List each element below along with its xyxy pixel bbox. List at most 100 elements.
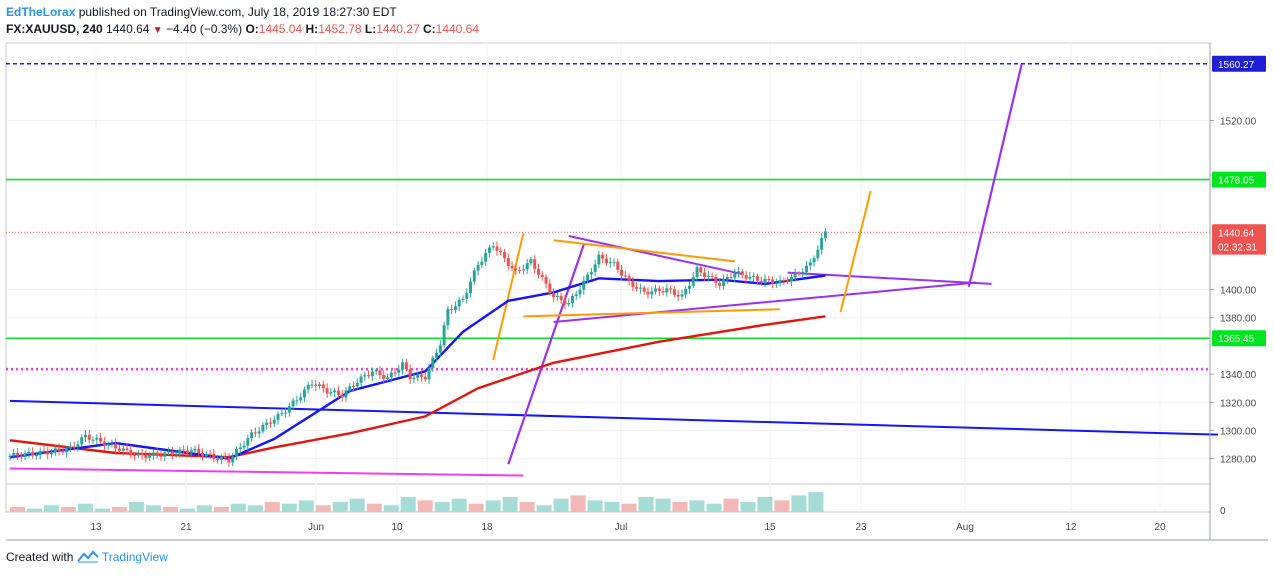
volume-bar	[179, 508, 195, 512]
candle-body	[582, 280, 586, 290]
ohlc-header: FX:XAUUSD, 240 1440.64 ▼ −4.40 (−0.3%) O…	[6, 22, 479, 38]
price-label-text: 1365.45	[1218, 334, 1255, 345]
publish-header: EdTheLorax published on TradingView.com,…	[6, 5, 397, 20]
candle-body	[801, 272, 805, 274]
volume-bar	[774, 500, 790, 512]
created-with-text: Created with	[6, 550, 74, 565]
candle-body	[238, 447, 242, 450]
candle-body	[435, 352, 439, 358]
candle-body	[661, 291, 665, 293]
y-tick-label: 1300.00	[1220, 426, 1257, 437]
candle-body	[102, 441, 106, 446]
candle-body	[574, 294, 578, 297]
candle-body	[61, 450, 65, 453]
volume-bar	[400, 497, 416, 512]
candle-body	[389, 372, 393, 378]
volume-bar	[536, 505, 552, 512]
candle-body	[359, 376, 363, 383]
volume-bar	[281, 503, 297, 512]
published-text: published on TradingView.com, July 18, 2…	[78, 5, 397, 19]
candle-body	[412, 377, 416, 380]
candle-body	[586, 274, 590, 281]
candle-body	[816, 249, 820, 259]
candle-body	[589, 272, 593, 275]
candle-body	[27, 452, 31, 454]
candle-body	[129, 449, 133, 456]
fast-moving-average	[9, 274, 826, 460]
candle-body	[367, 375, 371, 377]
candle-body	[193, 448, 197, 451]
candle-body	[721, 279, 725, 286]
candle-body	[87, 434, 91, 440]
candle-body	[302, 389, 306, 398]
volume-bar	[706, 503, 722, 512]
y-tick-label: 1320.00	[1220, 398, 1257, 409]
candle-body	[159, 455, 163, 457]
candle-body	[344, 390, 348, 398]
candle-body	[514, 268, 518, 271]
candle-body	[99, 437, 103, 442]
price-label-text: 1560.27	[1218, 60, 1255, 71]
candle-body	[480, 261, 484, 265]
candle-body	[608, 262, 612, 264]
candle-body	[767, 278, 771, 280]
candle-body	[216, 458, 220, 460]
candle-body	[427, 367, 431, 380]
candle-body	[329, 392, 333, 394]
candle-body	[744, 274, 748, 279]
candle-body	[378, 370, 382, 376]
low-label: L:	[364, 22, 377, 36]
candle-body	[170, 451, 174, 455]
candle-body	[567, 302, 571, 305]
candle-body	[797, 272, 801, 274]
candle-body	[465, 293, 469, 299]
candle-body	[284, 412, 288, 414]
candle-body	[114, 443, 118, 449]
candle-body	[352, 386, 356, 388]
volume-bar	[468, 503, 484, 512]
candle-body	[540, 274, 544, 277]
candle-body	[446, 309, 450, 326]
candle-body	[646, 291, 650, 295]
x-tick-label: 20	[1154, 522, 1166, 533]
candle-body	[525, 263, 529, 270]
candle-body	[287, 406, 291, 413]
candle-body	[31, 452, 35, 456]
candle-body	[401, 362, 405, 370]
price-label-text: 1478.05	[1218, 176, 1255, 187]
candle-body	[16, 452, 20, 456]
volume-bar	[162, 507, 178, 512]
candle-body	[121, 448, 125, 451]
price-label-box	[1212, 330, 1266, 347]
candle-body	[657, 288, 661, 292]
candle-body	[563, 300, 567, 305]
close-label: C:	[422, 22, 436, 36]
candle-body	[442, 325, 446, 346]
candle-body	[208, 453, 212, 455]
candle-body	[620, 269, 624, 276]
orange-projection	[839, 190, 872, 313]
candle-body	[57, 448, 61, 451]
volume-bar	[383, 505, 399, 512]
candle-body	[695, 267, 699, 277]
volume-bar	[43, 505, 59, 512]
candle-body	[631, 280, 635, 287]
candle-body	[676, 294, 680, 297]
volume-bar	[332, 502, 348, 512]
volume-bar	[60, 507, 76, 512]
candle-body	[688, 285, 691, 289]
candle-body	[503, 252, 507, 259]
candle-body	[771, 279, 775, 284]
candle-body	[363, 375, 367, 377]
candle-body	[386, 377, 389, 380]
candle-body	[136, 453, 140, 456]
candle-body	[167, 451, 171, 453]
tradingview-brand[interactable]: TradingView	[101, 550, 168, 565]
candle-body	[295, 400, 299, 402]
candle-body	[823, 231, 827, 239]
purple-target-leg	[967, 63, 1023, 288]
volume-bar	[757, 497, 773, 512]
author-name[interactable]: EdTheLorax	[6, 5, 76, 19]
candle-body	[510, 265, 514, 269]
